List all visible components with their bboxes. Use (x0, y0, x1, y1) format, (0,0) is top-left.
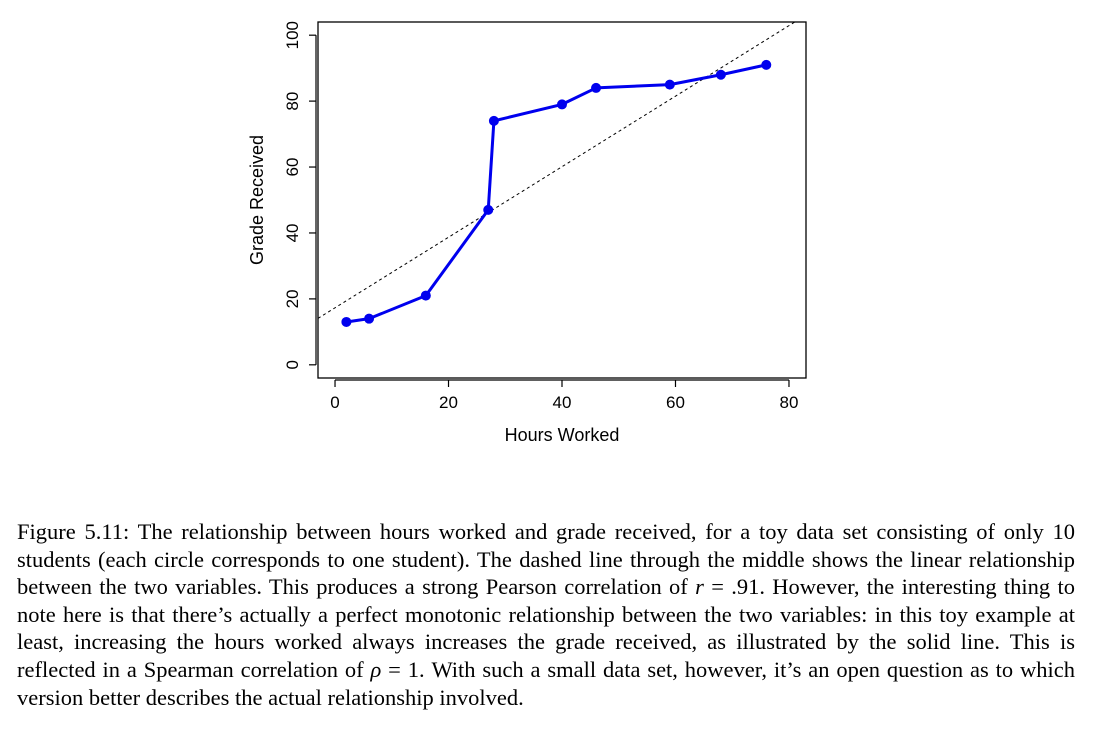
x-tick-label: 0 (330, 393, 339, 412)
reference-line-layer (317, 21, 796, 319)
linear-fit-dashed-line (317, 21, 796, 319)
x-axis: 0 20 40 60 80 (330, 379, 799, 412)
y-tick-label: 20 (283, 289, 302, 308)
data-point (591, 82, 602, 93)
pearson-r-value: = .91. (703, 574, 765, 600)
x-axis-title: Hours Worked (505, 425, 620, 445)
y-axis-title: Grade Received (247, 135, 267, 265)
caption-text-3: With such a small data set, however, it’… (17, 656, 1075, 710)
chart: 0 20 40 60 80 0 20 40 60 80 100 Hours Worked Grad… (247, 21, 807, 445)
x-tick-label: 20 (439, 393, 458, 412)
x-tick-label: 40 (553, 393, 572, 412)
data-point (341, 316, 352, 327)
data-point (761, 59, 772, 70)
y-tick-label: 40 (283, 224, 302, 243)
data-point (715, 69, 726, 80)
data-point (557, 99, 567, 110)
spearman-rho-value: = 1. (381, 656, 425, 682)
data-point (420, 290, 431, 301)
x-tick-label: 80 (780, 393, 799, 412)
caption-text-2: However, the interesting thing to note h… (17, 574, 1076, 682)
series-line (346, 63, 767, 324)
data-point (664, 79, 675, 90)
y-tick-label: 0 (283, 360, 302, 369)
x-tick-label: 60 (666, 393, 685, 412)
plot-frame (317, 21, 807, 379)
data-point (488, 115, 499, 126)
data-point (483, 204, 494, 215)
y-axis: 0 20 40 60 80 100 (283, 21, 317, 370)
caption-text-1: The relationship between hours worked an… (17, 519, 1075, 600)
y-tick-label: 80 (283, 92, 302, 111)
caption-label: Figure 5.11: (17, 519, 130, 544)
series-layer (341, 59, 772, 327)
y-tick-label: 60 (283, 158, 302, 177)
pearson-r-symbol: r (695, 574, 704, 600)
data-point (364, 313, 375, 324)
figure-caption: Figure 5.11: The relationship between ho… (17, 518, 1075, 711)
spearman-rho-symbol: ρ (370, 656, 382, 682)
y-tick-label: 100 (283, 21, 302, 49)
